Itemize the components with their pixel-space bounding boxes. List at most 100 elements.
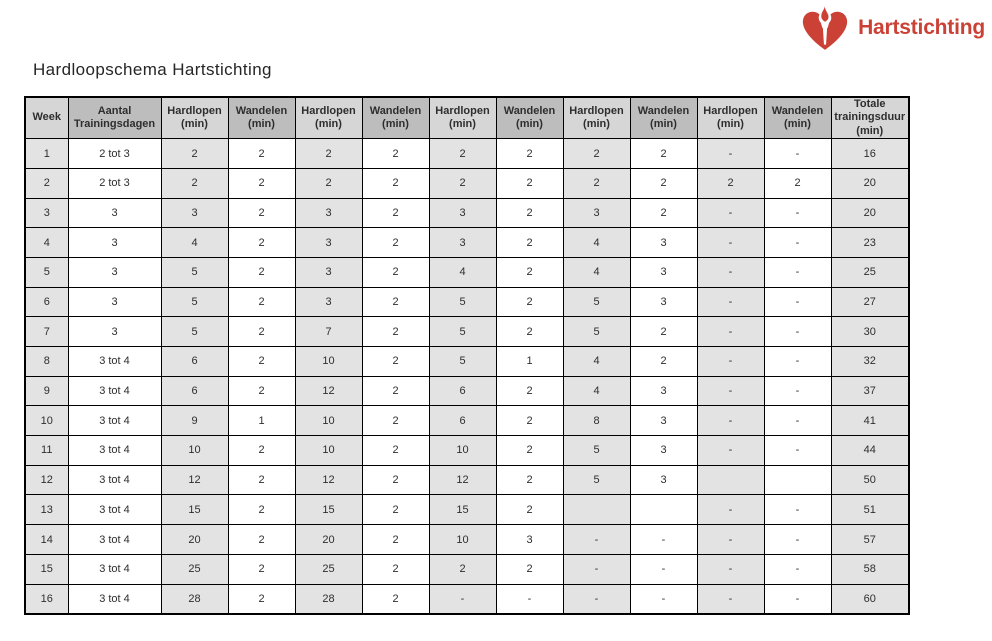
table-cell: 2 (227, 553, 296, 585)
table-cell: 2 (361, 138, 430, 169)
column-header: Hardlopen (min) (294, 96, 363, 140)
table-cell: - (763, 227, 832, 258)
table-cell: 2 (227, 316, 296, 348)
table-cell: 2 (227, 524, 296, 555)
table-cell: 9 (24, 375, 69, 407)
table-cell: 6 (160, 346, 229, 377)
table-cell: - (763, 553, 832, 585)
table-cell: 2 (495, 256, 564, 288)
table-cell: 2 (294, 167, 363, 199)
table-cell: - (763, 375, 832, 407)
table-cell: 2 (227, 494, 296, 526)
column-header: Aantal Trainingsdagen (67, 96, 162, 140)
table-cell: 13 (24, 494, 69, 526)
table-cell: - (629, 583, 698, 615)
table-cell: 25 (294, 553, 363, 585)
table-cell: 2 (160, 167, 229, 199)
table-cell: 41 (830, 405, 910, 437)
table-cell: 3 (24, 197, 69, 229)
table-cell: - (696, 435, 765, 466)
table-cell: 9 (160, 405, 229, 437)
table-cell: 10 (294, 435, 363, 466)
table-cell: 5 (562, 464, 631, 496)
table-cell: 4 (562, 375, 631, 407)
table-cell: 3 (294, 256, 363, 288)
table-row: 3 3 3 2 3 2 3 2 3 2- -20 (24, 197, 910, 229)
table-cell: 27 (830, 286, 910, 318)
table-cell: 3 tot 4 (67, 346, 162, 377)
table-row: 14 3 tot 4 20 2 20 2 10 3- - - -57 (24, 524, 910, 555)
table-cell: 5 (428, 316, 497, 348)
table-cell: 2 (361, 524, 430, 555)
table-cell: 3 (629, 435, 698, 466)
table-cell: - (763, 138, 832, 169)
table-cell: 3 tot 4 (67, 375, 162, 407)
table-cell: 5 (160, 316, 229, 348)
table-cell: 10 (294, 405, 363, 437)
table-header: Week Aantal Trainingsdagen Hardlopen (min) Wa… (24, 96, 910, 140)
table-cell: 12 (294, 464, 363, 496)
table-cell: 2 (495, 375, 564, 407)
table-cell: 4 (562, 346, 631, 377)
table-cell: 32 (830, 346, 910, 377)
table-cell: 3 tot 4 (67, 494, 162, 526)
table-cell: 2 (629, 346, 698, 377)
table-cell: - (763, 286, 832, 318)
page-title: Hardloopschema Hartstichting (33, 60, 272, 79)
table-cell: - (696, 494, 765, 526)
table-cell: - (495, 583, 564, 615)
table-cell: - (696, 138, 765, 169)
table-cell: 3 tot 4 (67, 464, 162, 496)
table-cell: 2 (495, 405, 564, 437)
table-cell: 8 (562, 405, 631, 437)
table-cell: 2 (227, 435, 296, 466)
table-cell: 2 (495, 286, 564, 318)
table-cell: 10 (428, 435, 497, 466)
column-header: Hardlopen (min) (160, 96, 229, 140)
table-cell: 2 (361, 435, 430, 466)
hartstichting-logo: Hartstichting (799, 4, 985, 52)
table-cell: 2 (227, 286, 296, 318)
table-cell: 2 (227, 227, 296, 258)
table-cell: 28 (160, 583, 229, 615)
table-cell: 5 (562, 435, 631, 466)
table-cell: - (696, 553, 765, 585)
table-cell: - (696, 256, 765, 288)
table-cell: 11 (24, 435, 69, 466)
column-header: Hardlopen (min) (562, 96, 631, 140)
table-cell: 6 (428, 375, 497, 407)
table-cell: 30 (830, 316, 910, 348)
table-cell: 2 (428, 553, 497, 585)
table-cell: 57 (830, 524, 910, 555)
table-cell: 2 (361, 375, 430, 407)
table-cell: 5 (428, 286, 497, 318)
table-row: 16 3 tot 4 28 2 28 2- - - - - -60 (24, 583, 910, 615)
table-cell: 2 (562, 138, 631, 169)
table-cell: 12 (24, 464, 69, 496)
table-cell: 2 (495, 553, 564, 585)
table-cell: 3 (67, 227, 162, 258)
column-header: Hardlopen (min) (428, 96, 497, 140)
table-cell: 5 (24, 256, 69, 288)
table-cell: 23 (830, 227, 910, 258)
table-cell: 20 (830, 167, 910, 199)
table-cell: 50 (830, 464, 910, 496)
table-cell: - (763, 494, 832, 526)
table-cell: - (763, 346, 832, 377)
table-cell: 2 (495, 197, 564, 229)
table-cell: 3 (294, 197, 363, 229)
table-cell: - (696, 524, 765, 555)
table-cell: 4 (160, 227, 229, 258)
table-cell: 2 (361, 227, 430, 258)
table-cell: 20 (294, 524, 363, 555)
table-row: 11 3 tot 4 10 2 10 2 10 2 5 3- -44 (24, 435, 910, 466)
table-cell: 3 (629, 464, 698, 496)
table-cell: 5 (562, 316, 631, 348)
table-cell: 51 (830, 494, 910, 526)
table-cell: 8 (24, 346, 69, 377)
table-cell: 15 (428, 494, 497, 526)
table-cell: 2 (24, 167, 69, 199)
